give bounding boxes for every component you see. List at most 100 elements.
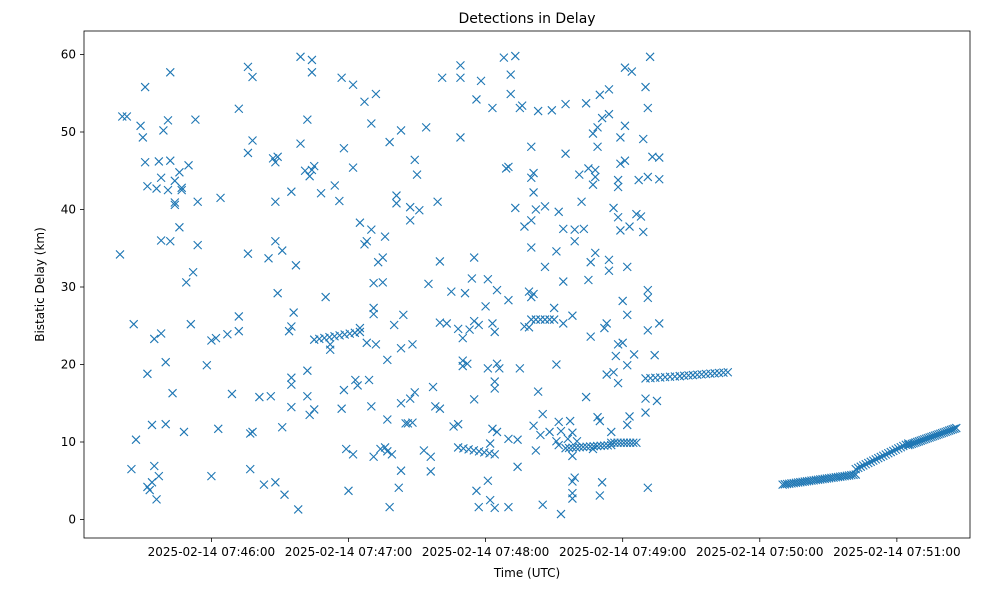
data-point-marker <box>568 428 577 438</box>
data-point-marker <box>161 357 171 367</box>
data-point-marker <box>385 137 395 147</box>
data-point-marker <box>606 427 616 437</box>
data-point-marker <box>366 401 376 411</box>
data-point-marker <box>156 329 166 338</box>
data-point-marker <box>650 350 660 360</box>
data-point-marker <box>380 232 390 242</box>
data-point-marker <box>517 101 527 111</box>
data-point-marker <box>529 168 538 178</box>
data-point-marker <box>216 193 225 203</box>
data-point-marker <box>492 359 502 369</box>
data-point-marker <box>590 172 600 182</box>
data-point-marker <box>625 222 634 231</box>
data-point-marker <box>289 308 299 317</box>
data-point-marker <box>369 303 379 313</box>
data-point-marker <box>526 215 536 225</box>
data-point-marker <box>531 446 541 455</box>
data-point-marker <box>866 457 876 467</box>
data-point-marker <box>629 350 639 359</box>
data-point-marker <box>284 326 294 336</box>
data-point-marker <box>588 129 598 138</box>
data-point-marker <box>549 303 559 313</box>
data-point-marker <box>458 361 468 371</box>
data-point-marker <box>488 424 497 434</box>
data-point-marker <box>483 363 493 373</box>
data-point-marker <box>586 332 596 341</box>
data-point-marker <box>396 466 406 476</box>
data-point-marker <box>529 188 538 197</box>
data-point-marker <box>307 67 317 77</box>
data-point-marker <box>622 360 632 370</box>
data-point-marker <box>412 170 422 180</box>
data-point-marker <box>191 115 200 124</box>
data-point-marker <box>641 408 650 417</box>
data-point-marker <box>568 494 577 503</box>
data-point-marker <box>632 438 641 448</box>
data-point-marker <box>950 424 959 434</box>
data-point-marker <box>453 324 463 334</box>
data-point-marker <box>394 483 404 493</box>
data-point-marker <box>479 448 489 457</box>
data-point-marker <box>396 398 406 408</box>
data-point-marker <box>152 494 161 504</box>
data-point-marker <box>154 157 164 166</box>
data-point-marker <box>248 72 257 82</box>
data-point-marker <box>529 289 538 299</box>
data-point-marker <box>154 471 164 481</box>
data-point-marker <box>602 370 612 379</box>
data-point-marker <box>622 262 632 272</box>
data-point-marker <box>202 360 212 370</box>
data-point-marker <box>504 434 513 444</box>
data-point-marker <box>638 134 648 144</box>
data-point-marker <box>558 277 568 286</box>
data-point-marker <box>170 200 180 210</box>
data-point-marker <box>371 339 381 349</box>
data-point-marker <box>270 157 280 167</box>
data-point-marker <box>131 435 141 445</box>
data-point-marker <box>849 470 858 480</box>
data-point-marker <box>625 412 634 421</box>
data-point-marker <box>366 225 376 235</box>
data-point-marker <box>474 502 484 512</box>
data-point-marker <box>264 253 273 263</box>
data-point-marker <box>552 246 561 256</box>
y-axis: 0 10 20 30 40 50 60 <box>61 48 84 527</box>
data-point-marker <box>339 385 349 395</box>
data-point-marker <box>627 67 637 76</box>
data-point-marker <box>207 471 216 481</box>
data-point-marker <box>625 438 635 448</box>
data-point-marker <box>302 391 312 401</box>
data-point-marker <box>570 225 580 235</box>
data-point-marker <box>181 277 191 287</box>
data-point-marker <box>456 73 465 83</box>
x-tick-label: 2025-02-14 07:47:00 <box>285 545 412 559</box>
data-point-marker <box>641 82 650 92</box>
data-point-marker <box>458 333 468 343</box>
data-point-marker <box>604 266 614 276</box>
y-axis-label: Bistatic Delay (km) <box>33 227 47 342</box>
data-point-marker <box>589 441 599 451</box>
data-point-marker <box>398 310 408 320</box>
data-point-marker <box>881 450 891 459</box>
data-point-marker <box>474 447 484 456</box>
data-point-marker <box>334 196 344 206</box>
y-tick-label: 10 <box>61 435 76 449</box>
data-point-marker <box>526 142 536 152</box>
data-point-marker <box>115 250 125 259</box>
data-point-marker <box>234 326 244 336</box>
data-point-marker <box>570 473 580 483</box>
data-point-marker <box>305 410 315 420</box>
data-point-marker <box>453 443 463 452</box>
data-point-marker <box>355 327 365 337</box>
data-point-marker <box>592 441 602 451</box>
data-point-marker <box>456 60 465 70</box>
data-point-marker <box>483 476 493 486</box>
data-point-marker <box>143 181 152 191</box>
data-point-marker <box>540 202 550 211</box>
data-point-marker <box>609 203 618 213</box>
data-point-marker <box>510 203 520 213</box>
data-point-marker <box>561 443 570 453</box>
data-point-marker <box>273 288 283 298</box>
data-point-marker <box>590 165 600 175</box>
